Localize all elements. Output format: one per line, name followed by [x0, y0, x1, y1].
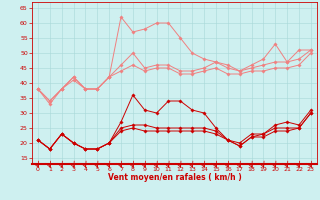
X-axis label: Vent moyen/en rafales ( km/h ): Vent moyen/en rafales ( km/h ) [108, 173, 241, 182]
